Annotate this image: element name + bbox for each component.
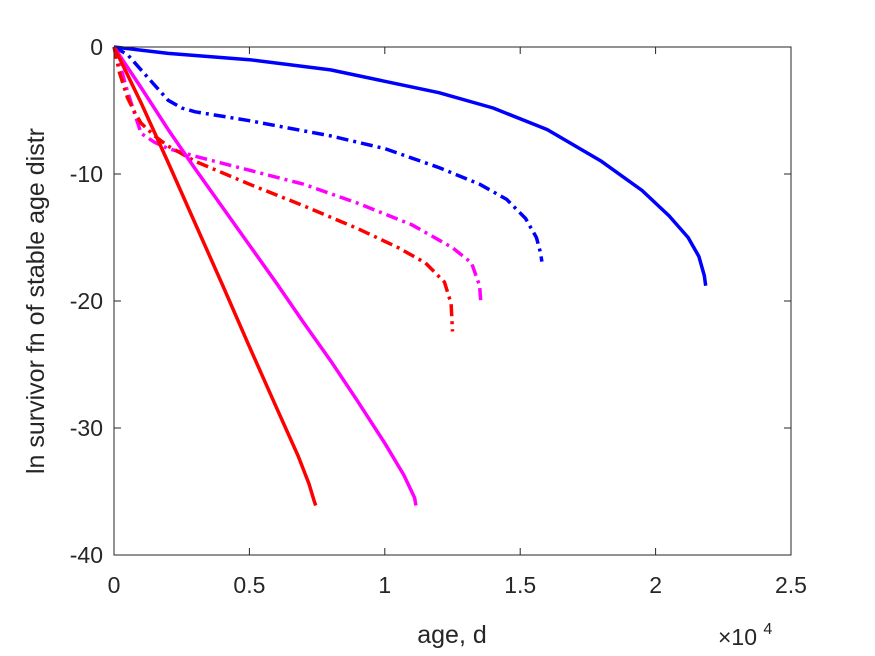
series-layer (112, 45, 708, 507)
y-tick-label: -30 (70, 415, 103, 441)
x-tick-label: 1 (378, 572, 391, 598)
plot-area (114, 47, 791, 555)
series-line-6 (112, 46, 318, 507)
x-exponent-base: ×10 (718, 624, 757, 650)
y-tick-label: 0 (90, 34, 103, 60)
y-tick-label: -20 (70, 288, 103, 314)
series-line-5 (112, 46, 418, 506)
series-line-1 (113, 45, 708, 287)
x-exponent-label: ×10 4 (718, 621, 772, 650)
y-tick-label: -40 (70, 542, 103, 568)
tick-layer: 0 0.5 1 1.5 2 2.5 0 -10 -20 -30 -40 (70, 34, 807, 598)
y-tick-label: -10 (70, 161, 103, 187)
x-tick-label: 1.5 (504, 572, 536, 598)
series-line-2 (113, 45, 544, 262)
x-axis-label: age, d (417, 621, 487, 649)
x-tick-label: 2 (649, 572, 662, 598)
x-tick-label: 2.5 (775, 572, 807, 598)
y-axis-label: ln survivor fn of stable age distr (22, 128, 50, 474)
series-line-4 (112, 46, 455, 332)
x-tick-label: 0.5 (233, 572, 265, 598)
x-tick-label: 0 (108, 572, 121, 598)
x-exponent-power: 4 (763, 621, 772, 638)
